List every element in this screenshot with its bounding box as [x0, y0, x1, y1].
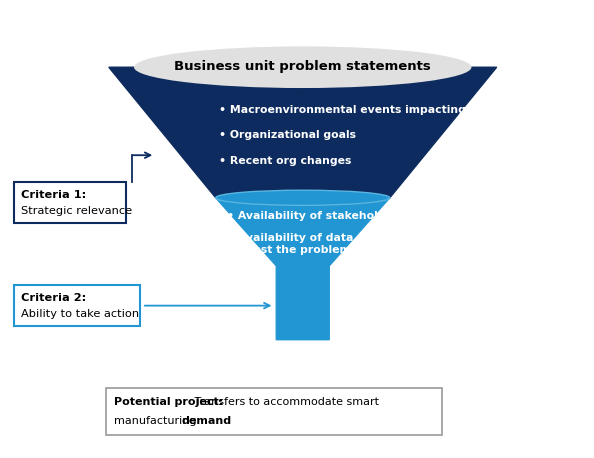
Text: Ability to take action: Ability to take action [21, 309, 139, 319]
FancyBboxPatch shape [106, 388, 442, 435]
Polygon shape [216, 198, 390, 340]
Ellipse shape [134, 46, 472, 88]
Text: Transfers to accommodate smart: Transfers to accommodate smart [191, 397, 379, 407]
Text: Strategic relevance: Strategic relevance [21, 206, 132, 216]
Text: • Availability of stakeholders: • Availability of stakeholders [227, 211, 405, 221]
Text: manufacturing: manufacturing [115, 416, 201, 426]
Text: Potential project:: Potential project: [115, 397, 224, 407]
Text: demand: demand [182, 416, 232, 426]
Text: Criteria 1:: Criteria 1: [21, 190, 86, 200]
Text: Business unit problem statements: Business unit problem statements [175, 60, 431, 73]
Polygon shape [109, 67, 497, 198]
Text: Criteria 2:: Criteria 2: [21, 293, 86, 303]
FancyBboxPatch shape [14, 285, 140, 327]
Text: • Macroenvironmental events impacting workforce: • Macroenvironmental events impacting wo… [220, 105, 532, 115]
Text: • Availability of data
against the problem: • Availability of data against the probl… [227, 233, 353, 255]
FancyBboxPatch shape [14, 182, 126, 224]
Ellipse shape [216, 190, 390, 205]
Text: • Organizational goals: • Organizational goals [220, 131, 356, 140]
Text: • Recent org changes: • Recent org changes [220, 156, 352, 166]
